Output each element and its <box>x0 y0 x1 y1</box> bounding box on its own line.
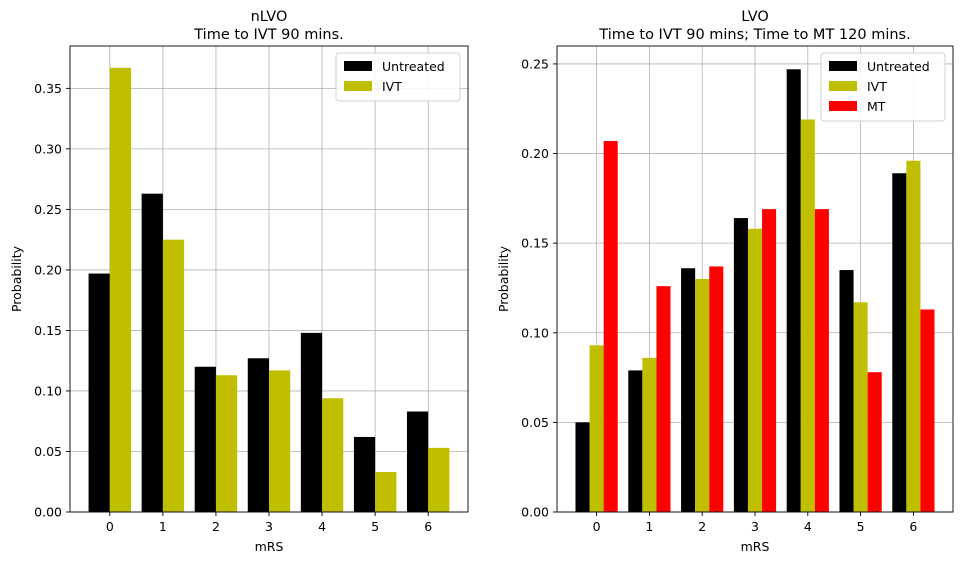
legend-label-ivt: IVT <box>867 79 887 94</box>
bar-mt-4 <box>814 209 829 512</box>
x-tick-label: 4 <box>804 519 812 534</box>
bar-untreated-4 <box>300 332 323 512</box>
y-tick-label: 0.05 <box>34 444 62 459</box>
y-axis-label: Probability <box>9 245 24 312</box>
y-tick-label: 0.35 <box>34 81 62 96</box>
legend-swatch-ivt <box>344 81 372 91</box>
x-tick-label: 3 <box>265 519 273 534</box>
legend-label-untreated: Untreated <box>382 59 445 74</box>
bar-mt-5 <box>867 372 882 512</box>
x-tick-label: 5 <box>857 519 865 534</box>
y-tick-label: 0.25 <box>521 56 549 71</box>
bar-ivt-5 <box>853 302 868 512</box>
bar-ivt-1 <box>162 239 185 512</box>
bar-ivt-3 <box>747 228 763 513</box>
legend-label-ivt: IVT <box>382 79 402 94</box>
bar-mt-1 <box>656 286 671 512</box>
chart-title: nLVO <box>251 9 288 25</box>
y-tick-label: 0.10 <box>34 383 62 398</box>
x-tick-label: 5 <box>371 519 379 534</box>
chart-subtitle: Time to IVT 90 mins. <box>193 27 344 43</box>
x-axis-label: mRS <box>255 539 284 554</box>
y-tick-label: 0.00 <box>34 505 62 520</box>
bar-mt-0 <box>603 140 618 512</box>
bar-ivt-6 <box>428 447 450 512</box>
y-tick-label: 0.30 <box>34 141 62 156</box>
x-tick-label: 1 <box>159 519 167 534</box>
y-tick-label: 0.25 <box>34 202 62 217</box>
bar-mt-2 <box>709 266 724 512</box>
bar-untreated-2 <box>194 366 216 512</box>
bar-untreated-4 <box>786 69 801 513</box>
y-tick-label: 0.20 <box>34 262 62 277</box>
x-tick-label: 4 <box>318 519 326 534</box>
y-tick-label: 0.15 <box>34 323 62 338</box>
bar-mt-3 <box>762 209 777 512</box>
y-tick-label: 0.10 <box>521 325 549 340</box>
y-tick-label: 0.20 <box>521 146 549 161</box>
y-tick-label: 0.05 <box>521 415 549 430</box>
chart-panel-1: 0 1 2 3 4 5 6 0.00 0.05 0.10 0.15 0.20 0.25 mRS Probab… <box>496 9 954 554</box>
chart-subtitle: Time to IVT 90 mins; Time to MT 120 mins… <box>598 27 910 43</box>
bar-ivt-4 <box>800 119 815 512</box>
bar-ivt-3 <box>269 370 291 512</box>
bar-ivt-4 <box>322 398 344 512</box>
legend-label-mt: MT <box>867 99 886 114</box>
bar-ivt-0 <box>109 67 132 512</box>
bar-untreated-6 <box>892 173 907 512</box>
bar-untreated-5 <box>839 270 854 512</box>
bar-untreated-2 <box>681 268 696 512</box>
x-tick-label: 1 <box>645 519 653 534</box>
bar-ivt-2 <box>215 375 238 512</box>
bar-untreated-6 <box>406 411 429 512</box>
bar-untreated-3 <box>733 218 748 513</box>
bar-ivt-1 <box>642 357 657 512</box>
bar-ivt-5 <box>375 472 397 512</box>
legend: Untreated IVT MT <box>820 52 946 122</box>
bar-mt-6 <box>920 309 935 512</box>
y-axis-label: Probability <box>496 245 511 312</box>
legend: Untreated IVT <box>335 52 461 102</box>
chart-title: LVO <box>741 9 769 25</box>
x-tick-label: 0 <box>593 519 601 534</box>
y-tick-label: 0.00 <box>521 505 549 520</box>
legend-swatch-ivt <box>829 81 857 91</box>
bar-untreated-0 <box>575 422 590 512</box>
y-tick-label: 0.15 <box>521 236 549 251</box>
bar-untreated-5 <box>353 436 376 512</box>
legend-swatch-untreated <box>829 61 857 71</box>
x-axis-label: mRS <box>741 539 770 554</box>
x-tick-label: 2 <box>212 519 220 534</box>
x-tick-label: 0 <box>106 519 114 534</box>
x-tick-label: 6 <box>424 519 432 534</box>
chart-panel-0: 0 1 2 3 4 5 6 0.00 0.05 0.10 0.15 0.20 0.25 0.30 0.35 m… <box>9 9 469 554</box>
bar-untreated-3 <box>247 358 269 512</box>
bar-untreated-0 <box>88 273 110 512</box>
bar-ivt-0 <box>589 345 604 512</box>
x-tick-label: 3 <box>751 519 759 534</box>
x-tick-label: 2 <box>698 519 706 534</box>
bar-ivt-2 <box>695 279 710 512</box>
bar-untreated-1 <box>141 193 163 512</box>
legend-swatch-untreated <box>344 61 372 71</box>
bar-ivt-6 <box>906 160 921 512</box>
bar-untreated-1 <box>628 370 643 512</box>
x-tick-label: 6 <box>909 519 917 534</box>
legend-swatch-mt <box>829 101 857 111</box>
legend-label-untreated: Untreated <box>867 59 930 74</box>
